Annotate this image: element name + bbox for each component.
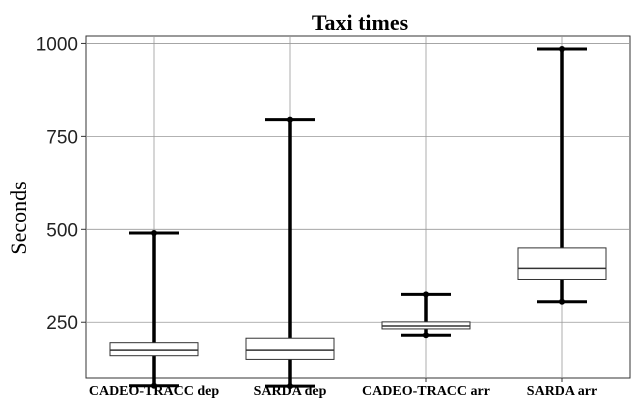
y-axis-label: Seconds: [6, 181, 31, 254]
box-iqr: [245, 337, 335, 360]
y-tick-label: 250: [46, 313, 78, 334]
box-iqr: [109, 342, 199, 357]
max-point: [151, 230, 157, 237]
plot-area: [85, 35, 631, 379]
box-series: [109, 46, 607, 390]
min-point: [287, 383, 293, 390]
chart-title: Taxi times: [312, 10, 409, 35]
min-point: [559, 298, 565, 305]
y-tick-label: 1000: [36, 34, 78, 55]
min-point: [151, 382, 157, 389]
x-tick-label: CADEO-TRACC arr: [362, 384, 490, 398]
x-tick-labels: CADEO-TRACC dep SARDA dep CADEO-TRACC arr S…: [89, 378, 597, 398]
y-tick-label: 500: [46, 220, 78, 241]
x-tick-label: SARDA arr: [527, 384, 597, 398]
max-point: [287, 116, 293, 123]
y-tick-label: 750: [46, 127, 78, 148]
min-point: [423, 332, 429, 339]
box-iqr: [517, 247, 607, 280]
y-tick-labels: 250 500 750 1000: [36, 34, 86, 334]
x-tick-label: CADEO-TRACC dep: [89, 384, 220, 398]
max-point: [559, 46, 565, 53]
max-point: [423, 291, 429, 298]
